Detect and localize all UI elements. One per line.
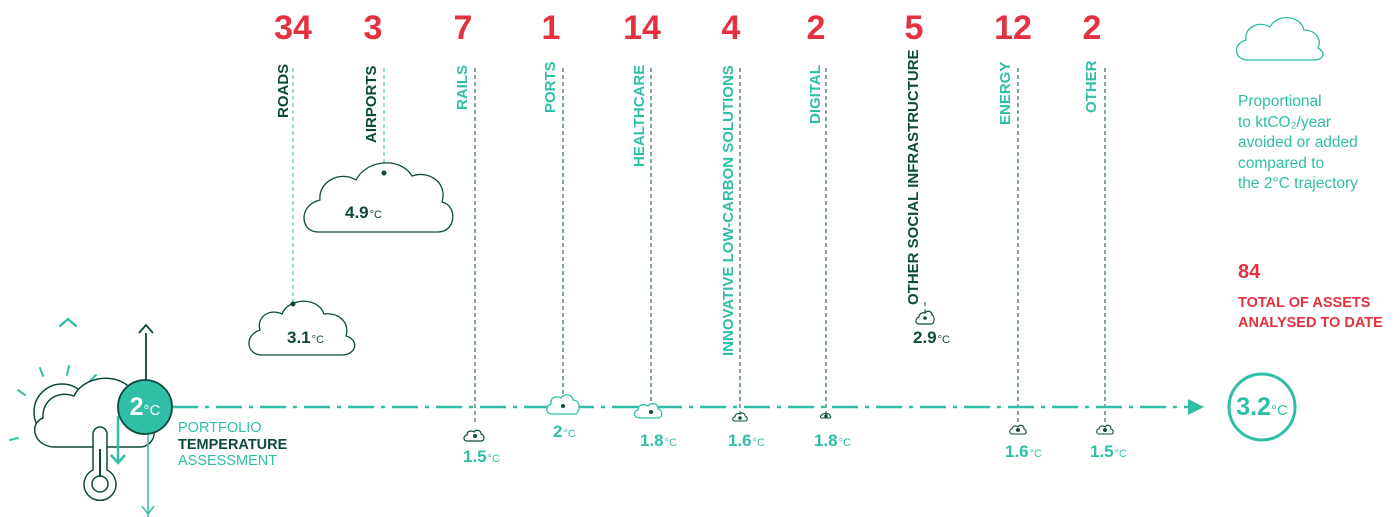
category-label-energy: ENERGY xyxy=(997,61,1014,125)
portfolio-label-line3: ASSESSMENT xyxy=(178,453,278,469)
portfolio-result-value: 3.2°C xyxy=(1236,393,1288,421)
count-ports: 1 xyxy=(541,9,561,47)
category-label-airports: AIRPORTS xyxy=(363,65,380,143)
category-label-innovative: INNOVATIVE LOW-CARBON SOLUTIONS xyxy=(720,65,737,356)
category-label-roads: ROADS xyxy=(275,63,292,118)
count-innovative: 4 xyxy=(721,9,741,47)
value-social: 2.9°C xyxy=(913,328,950,347)
legend-line2: to ktCO₂/year xyxy=(1238,113,1332,131)
dot-energy xyxy=(1016,428,1020,432)
dot-airports xyxy=(381,170,387,176)
dot-social xyxy=(923,316,927,320)
thermometer-illustration-icon xyxy=(9,317,173,517)
legend-line5: the 2°C trajectory xyxy=(1238,175,1358,193)
portfolio-label: PORTFOLIO TEMPERATURE ASSESSMENT xyxy=(178,420,287,470)
value-healthcare: 1.8°C xyxy=(640,431,677,450)
value-other: 1.5°C xyxy=(1090,442,1127,461)
value-roads: 3.1°C xyxy=(287,328,324,347)
count-healthcare: 14 xyxy=(623,9,661,47)
cloud-healthcare-icon xyxy=(633,402,663,419)
legend-line3: avoided or added xyxy=(1238,134,1358,152)
total-label-line2: ANALYSED TO DATE xyxy=(1238,315,1383,331)
category-label-healthcare: HEALTHCARE xyxy=(631,64,648,167)
dot-roads xyxy=(290,301,296,307)
legend-line1: Proportional xyxy=(1238,93,1322,110)
category-label-social: OTHER SOCIAL INFRASTRUCTURE xyxy=(905,49,922,305)
dot-other xyxy=(1103,428,1107,432)
cloud-roads-icon xyxy=(248,300,356,356)
value-airports: 4.9°C xyxy=(345,203,382,222)
total-count: 84 xyxy=(1238,261,1261,283)
category-label-other: OTHER xyxy=(1083,60,1100,114)
legend-text: Proportional to ktCO₂/year avoided or ad… xyxy=(1238,92,1398,195)
cloud-airports-icon xyxy=(303,162,454,233)
category-label-rails: RAILS xyxy=(454,65,471,110)
count-social: 5 xyxy=(904,9,924,47)
category-label-ports: PORTS xyxy=(542,61,559,113)
value-energy: 1.6°C xyxy=(1005,442,1042,461)
dot-healthcare xyxy=(649,410,653,414)
dot-digital xyxy=(824,414,828,418)
portfolio-label-line2: TEMPERATURE xyxy=(178,436,288,453)
total-label-line1: TOTAL OF ASSETS xyxy=(1238,295,1371,311)
count-roads: 34 xyxy=(274,9,312,47)
count-rails: 7 xyxy=(453,9,473,47)
dot-innovative xyxy=(738,416,742,420)
legend-cloud-icon xyxy=(1235,16,1324,61)
value-rails: 1.5°C xyxy=(463,447,500,466)
value-digital: 1.8°C xyxy=(814,431,851,450)
count-digital: 2 xyxy=(806,9,826,47)
result-circle xyxy=(1227,372,1297,442)
portfolio-label-line1: PORTFOLIO xyxy=(178,420,262,436)
trajectory-arrowhead-icon xyxy=(1188,399,1204,415)
count-energy: 12 xyxy=(994,9,1032,47)
count-airports: 3 xyxy=(363,9,383,47)
count-other: 2 xyxy=(1082,9,1102,47)
dot-rails xyxy=(473,434,477,438)
total-label: TOTAL OF ASSETS ANALYSED TO DATE xyxy=(1238,293,1400,333)
dot-ports xyxy=(561,404,565,408)
portfolio-target-value: 2°C xyxy=(129,393,161,421)
category-label-digital: DIGITAL xyxy=(807,65,824,124)
legend-line4: compared to xyxy=(1238,154,1325,172)
value-innovative: 1.6°C xyxy=(728,431,765,450)
value-ports: 2°C xyxy=(553,422,576,441)
